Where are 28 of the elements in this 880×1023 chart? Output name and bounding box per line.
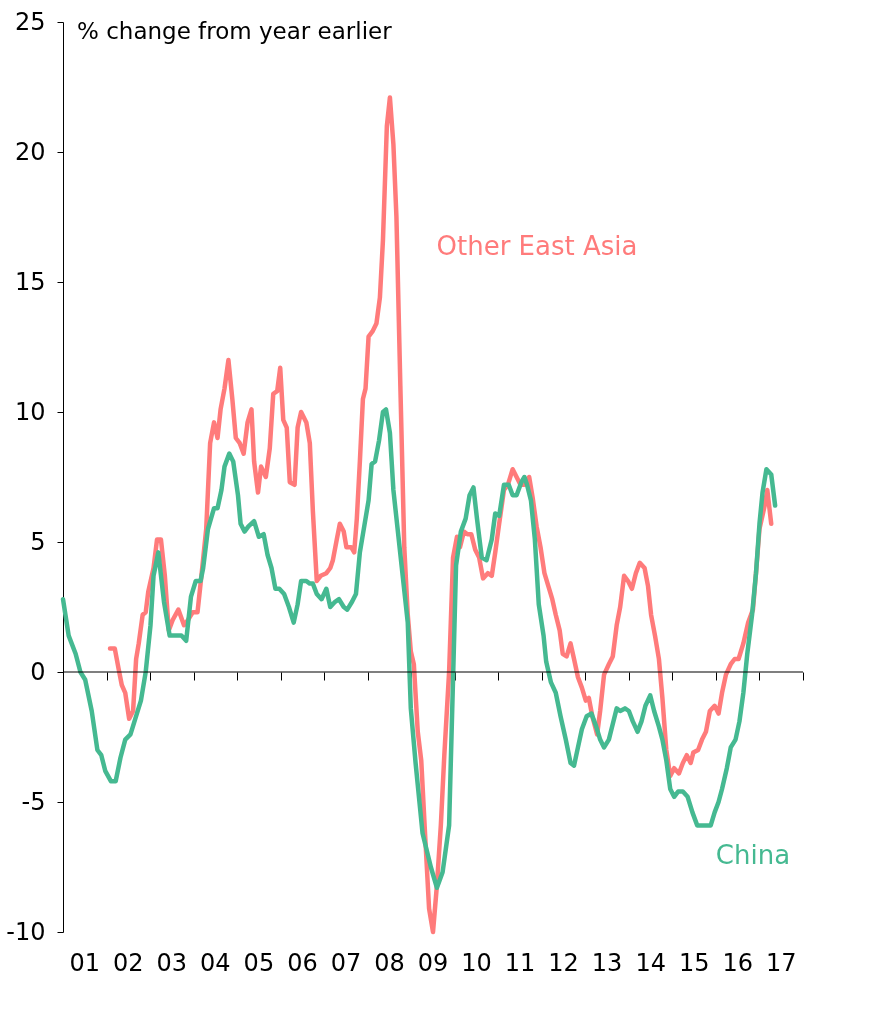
x-tick-label: 11 <box>504 949 536 977</box>
x-tick-label: 05 <box>243 949 275 977</box>
x-tick-label: 15 <box>678 949 710 977</box>
x-tick-label: 08 <box>374 949 405 977</box>
y-tick-label: -10 <box>6 917 46 946</box>
series-label: China <box>715 840 791 870</box>
x-tick-label: 17 <box>765 949 797 977</box>
x-tick-label: 06 <box>287 949 318 977</box>
x-tick-label: 16 <box>722 949 753 977</box>
y-tick-label: 25 <box>14 7 46 36</box>
x-tick-label: 03 <box>156 949 188 977</box>
x-tick-label: 10 <box>461 949 492 977</box>
x-tick-label: 01 <box>69 949 101 977</box>
x-tick-label: 12 <box>548 949 579 977</box>
y-axis-title: % change from year earlier <box>77 18 393 44</box>
x-tick-label: 14 <box>635 949 666 977</box>
x-tick-label: 09 <box>417 949 449 977</box>
y-tick-label: 0 <box>30 657 46 686</box>
y-tick-label: 5 <box>30 527 46 556</box>
x-tick-label: 02 <box>113 949 144 977</box>
y-tick-label: 15 <box>14 267 46 296</box>
y-tick-label: 20 <box>14 137 46 166</box>
y-tick-label: -5 <box>21 787 46 816</box>
series-label: Other East Asia <box>436 231 638 261</box>
x-tick-label: 04 <box>200 949 231 977</box>
y-tick-label: 10 <box>14 397 46 426</box>
x-tick-label: 07 <box>330 949 362 977</box>
x-tick-label: 13 <box>591 949 623 977</box>
